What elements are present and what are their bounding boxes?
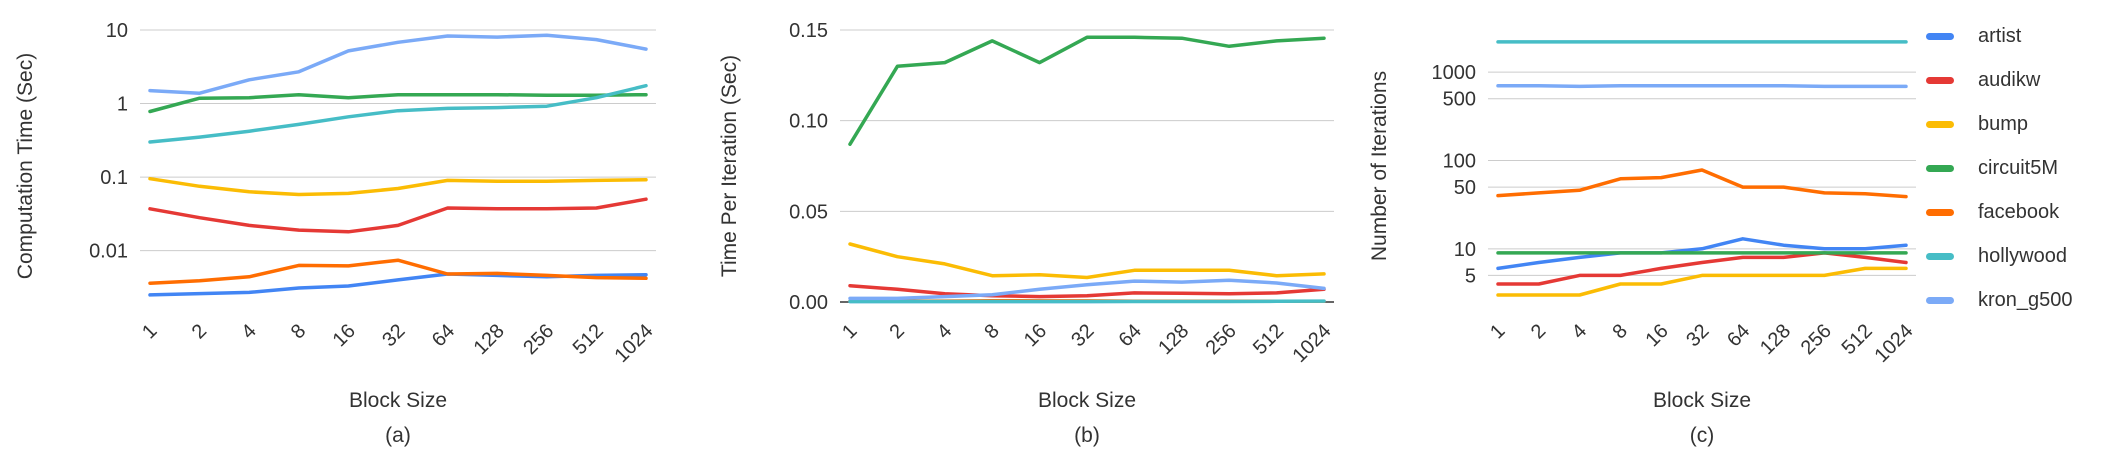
legend-label-bump: bump [1978, 113, 2028, 136]
series-line-audikw [850, 286, 1324, 297]
series-line-bump [1498, 268, 1906, 295]
x-tick-label: 64 [428, 320, 459, 351]
y-tick-label: 100 [1443, 150, 1476, 172]
series-line-bump [850, 244, 1324, 278]
x-tick-label: 16 [329, 320, 360, 351]
legend: artist audikw bump circuit5M facebook ho… [1926, 14, 2073, 322]
legend-item-circuit5M: circuit5M [1926, 146, 2073, 190]
x-tick-label: 512 [569, 320, 608, 359]
series-line-bump [150, 179, 646, 195]
legend-item-facebook: facebook [1926, 190, 2073, 234]
legend-item-kron_g500: kron_g500 [1926, 278, 2073, 322]
x-tick-label: 4 [237, 320, 260, 343]
x-tick-label: 1024 [611, 320, 658, 367]
legend-label-circuit5M: circuit5M [1978, 157, 2058, 180]
x-tick-label: 128 [470, 320, 509, 359]
y-axis-title: Time Per Iteration (Sec) [718, 55, 741, 277]
series-line-circuit5m [850, 37, 1324, 144]
x-tick-label: 64 [1115, 320, 1146, 351]
y-axis-title: Computation Time (Sec) [14, 53, 37, 279]
x-tick-label: 32 [1682, 320, 1713, 351]
panel-caption: (c) [1690, 424, 1715, 447]
y-tick-label: 0.00 [789, 292, 828, 314]
legend-label-kron_g500: kron_g500 [1978, 289, 2073, 312]
legend-item-hollywood: hollywood [1926, 234, 2073, 278]
legend-item-artist: artist [1926, 14, 2073, 58]
legend-swatch-hollywood [1926, 253, 1954, 260]
y-tick-label: 1000 [1432, 62, 1477, 84]
y-tick-label: 5 [1465, 265, 1476, 287]
legend-swatch-bump [1926, 121, 1954, 128]
x-tick-label: 1 [1486, 320, 1509, 343]
legend-label-facebook: facebook [1978, 201, 2059, 224]
legend-label-artist: artist [1978, 25, 2021, 48]
y-tick-label: 500 [1443, 89, 1476, 111]
y-tick-label: 0.01 [89, 241, 128, 263]
x-tick-label: 1024 [1289, 320, 1336, 367]
x-tick-label: 64 [1723, 320, 1754, 351]
series-line-audikw [150, 199, 646, 232]
y-axis-title: Number of Iterations [1368, 71, 1391, 261]
x-tick-label: 16 [1641, 320, 1672, 351]
y-tick-label: 0.15 [789, 20, 828, 42]
legend-swatch-kron_g500 [1926, 297, 1954, 304]
x-tick-label: 128 [1756, 320, 1795, 359]
x-tick-label: 16 [1020, 320, 1051, 351]
x-tick-label: 1 [138, 320, 161, 343]
x-tick-label: 256 [1797, 320, 1836, 359]
legend-swatch-facebook [1926, 209, 1954, 216]
x-tick-label: 2 [188, 320, 211, 343]
x-tick-label: 256 [1202, 320, 1241, 359]
x-tick-label: 8 [287, 320, 310, 343]
x-tick-label: 4 [1568, 320, 1591, 343]
x-axis-title: Block Size [349, 389, 447, 412]
y-tick-label: 1 [117, 94, 128, 116]
series-line-audikw [1498, 253, 1906, 284]
y-tick-label: 10 [106, 20, 128, 42]
x-tick-label: 4 [933, 320, 956, 343]
y-tick-label: 50 [1454, 177, 1476, 199]
x-axis-title: Block Size [1038, 389, 1136, 412]
legend-label-audikw: audikw [1978, 69, 2040, 92]
series-line-kron-g500 [150, 35, 646, 93]
panel-caption: (a) [385, 424, 411, 447]
x-tick-label: 2 [1527, 320, 1550, 343]
x-tick-label: 1 [838, 320, 861, 343]
x-tick-label: 2 [886, 320, 909, 343]
panel-caption: (b) [1074, 424, 1100, 447]
y-tick-label: 0.10 [789, 111, 828, 133]
y-tick-label: 0.1 [100, 167, 128, 189]
legend-item-audikw: audikw [1926, 58, 2073, 102]
x-tick-label: 512 [1838, 320, 1877, 359]
y-tick-label: 10 [1454, 239, 1476, 261]
legend-swatch-audikw [1926, 77, 1954, 84]
series-line-kron-g500 [1498, 86, 1906, 87]
legend-swatch-artist [1926, 33, 1954, 40]
x-tick-label: 32 [378, 320, 409, 351]
y-tick-label: 0.05 [789, 201, 828, 223]
legend-swatch-circuit5M [1926, 165, 1954, 172]
x-tick-label: 1024 [1871, 320, 1918, 367]
x-tick-label: 512 [1249, 320, 1288, 359]
x-tick-label: 8 [980, 320, 1003, 343]
series-line-facebook [1498, 170, 1906, 197]
x-tick-label: 8 [1609, 320, 1632, 343]
x-axis-title: Block Size [1653, 389, 1751, 412]
x-tick-label: 256 [519, 320, 558, 359]
x-tick-label: 32 [1067, 320, 1098, 351]
x-tick-label: 128 [1154, 320, 1193, 359]
legend-label-hollywood: hollywood [1978, 245, 2067, 268]
legend-item-bump: bump [1926, 102, 2073, 146]
